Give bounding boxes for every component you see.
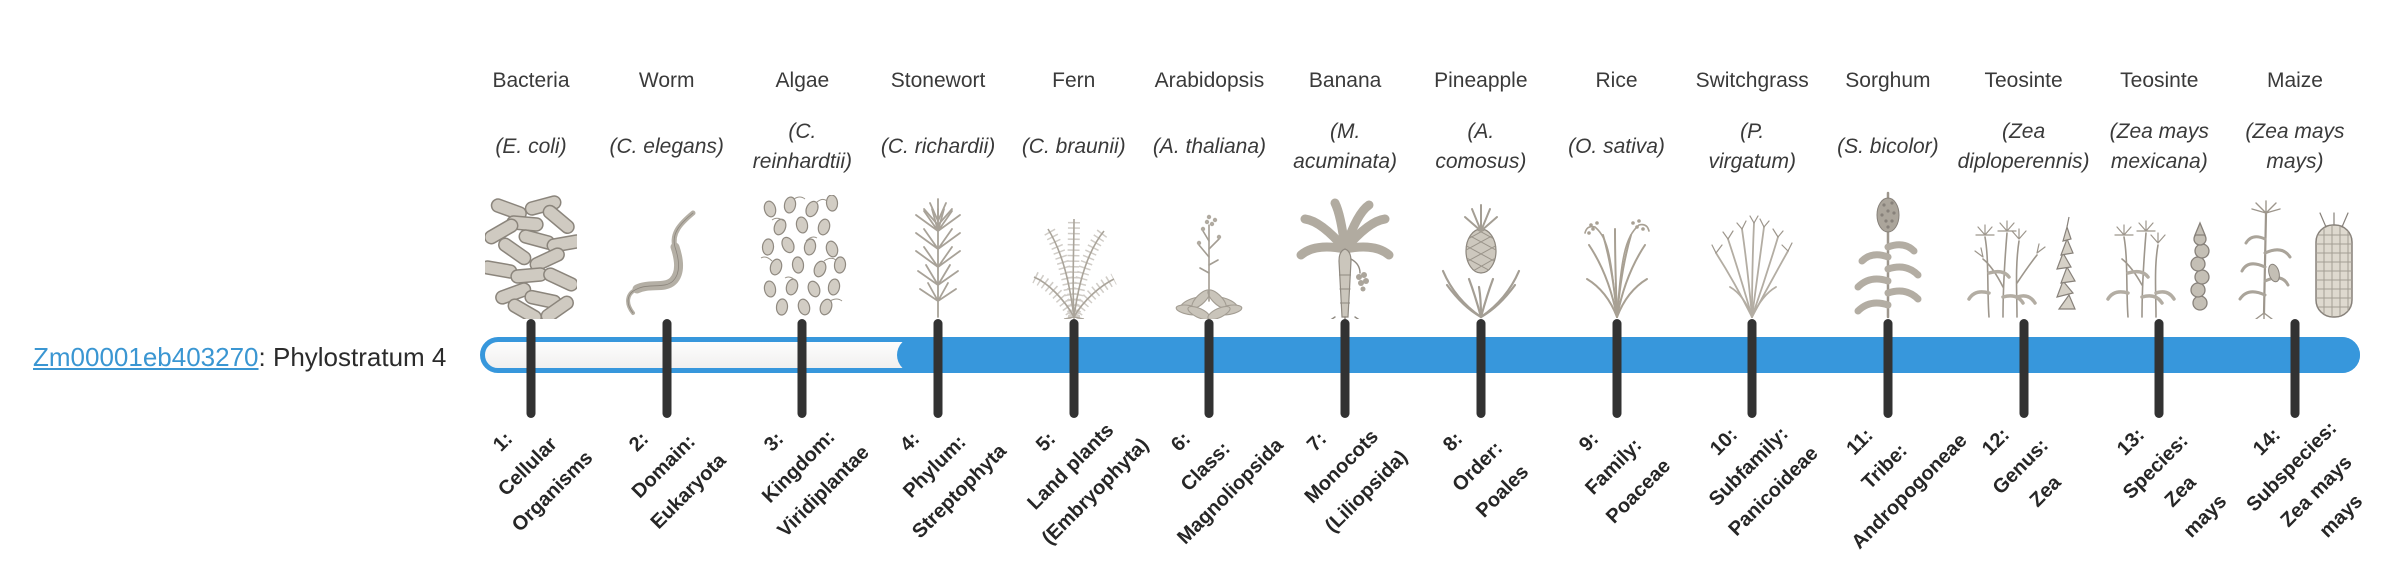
phylostratum-tick [1204, 319, 1214, 418]
switchgrass-icon [1676, 187, 1828, 319]
organism-column: Bacteria (E. coli) [455, 62, 607, 319]
phylostratum-tick [1069, 319, 1079, 418]
phylostratum-tick [797, 319, 807, 418]
organism-species: (A. comosus) [1435, 120, 1527, 173]
organism-name: Arabidopsis [1154, 69, 1265, 92]
phylostratum-tick [526, 319, 536, 418]
phylostratum-tick [1612, 319, 1622, 418]
phylostratum-tick [1340, 319, 1350, 418]
worm-icon [591, 187, 743, 319]
organism-species: (C. braunii) [1021, 135, 1126, 158]
organism-name: Sorghum [1845, 69, 1931, 92]
organism-species: (S. bicolor) [1837, 135, 1939, 158]
algae-icon [726, 187, 878, 319]
organism-column: Teosinte (Zea diploperennis) [1948, 62, 2100, 319]
organism-name: Pineapple [1434, 69, 1528, 92]
organism-column: Fern (C. braunii) [998, 62, 1150, 319]
bacteria-icon [455, 187, 607, 319]
phylostratum-tick [1747, 319, 1757, 418]
organism-species: (Zea mays mexicana) [2109, 120, 2209, 173]
organism-species: (A. thaliana) [1152, 135, 1267, 158]
stonewort-icon [862, 187, 1014, 319]
phylostratum-tick [933, 319, 943, 418]
phylostratum-tick [662, 319, 672, 418]
gene-phylostratum-text: : Phylostratum 4 [258, 342, 447, 372]
organism-species: (O. sativa) [1568, 135, 1665, 158]
organism-column: Stonewort (C. richardii) [862, 62, 1014, 319]
organism-species: (C. reinhardtii) [752, 120, 852, 173]
organism-species: (C. elegans) [609, 135, 724, 158]
organism-column: Teosinte (Zea mays mexicana) [2083, 62, 2235, 319]
phylostratum-tick [2019, 319, 2029, 418]
gene-phylostratum-label: Zm00001eb403270: Phylostratum 4 [33, 341, 446, 373]
arabidopsis-icon [1133, 187, 1285, 319]
phylostratum-tick [1883, 319, 1893, 418]
pineapple-icon [1405, 187, 1557, 319]
gene-link[interactable]: Zm00001eb403270 [33, 342, 259, 372]
organism-column: Banana (M. acuminata) [1269, 62, 1421, 319]
organism-name: Teosinte [1984, 69, 2063, 92]
fern-icon [998, 187, 1150, 319]
organism-species: (P. virgatum) [1708, 120, 1796, 173]
phylostratum-tick [2290, 319, 2300, 418]
organism-name: Switchgrass [1695, 69, 1809, 92]
banana-icon [1269, 187, 1421, 319]
organism-name: Teosinte [2120, 69, 2199, 92]
phylostratum-tick [2154, 319, 2164, 418]
organism-species: (E. coli) [495, 135, 567, 158]
organism-name: Banana [1308, 69, 1382, 92]
organism-name: Fern [1052, 69, 1096, 92]
sorghum-icon [1812, 187, 1964, 319]
organism-species: (Zea diploperennis) [1957, 120, 2090, 173]
organism-name: Stonewort [890, 69, 986, 92]
organism-column: Maize (Zea mays mays) [2219, 62, 2371, 319]
organism-name: Rice [1595, 69, 1638, 92]
organism-column: Algae (C. reinhardtii) [726, 62, 878, 319]
organism-column: Switchgrass (P. virgatum) [1676, 62, 1828, 319]
organism-name: Worm [638, 69, 695, 92]
teosinte-mexicana-icon [2083, 187, 2235, 319]
organism-name: Bacteria [492, 69, 570, 92]
organism-column: Rice (O. sativa) [1541, 62, 1693, 319]
organism-species: (C. richardii) [880, 135, 996, 158]
organism-column: Sorghum (S. bicolor) [1812, 62, 1964, 319]
organism-name: Maize [2266, 69, 2323, 92]
organism-species: (Zea mays mays) [2245, 120, 2345, 173]
organism-column: Pineapple (A. comosus) [1405, 62, 1557, 319]
teosinte-diploperennis-icon [1948, 187, 2100, 319]
organism-species: (M. acuminata) [1293, 120, 1398, 173]
organism-name: Algae [775, 69, 830, 92]
phylostratum-tick [1476, 319, 1486, 418]
timeline-fill-bar [897, 337, 2360, 373]
rice-icon [1541, 187, 1693, 319]
organism-column: Arabidopsis (A. thaliana) [1133, 62, 1285, 319]
organism-column: Worm (C. elegans) [591, 62, 743, 319]
maize-icon [2219, 187, 2371, 319]
